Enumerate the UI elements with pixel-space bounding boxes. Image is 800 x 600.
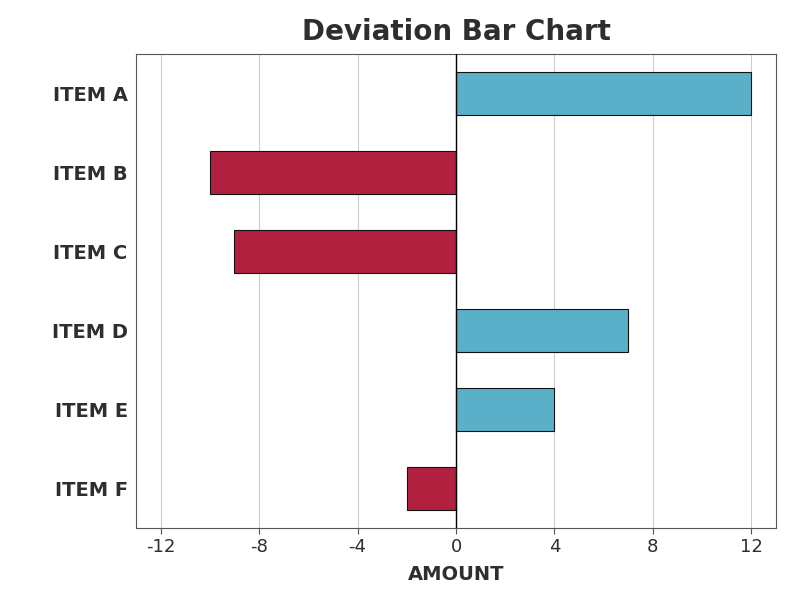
Bar	[210, 151, 456, 194]
Bar	[406, 467, 456, 510]
Bar	[456, 72, 751, 115]
Title: Deviation Bar Chart: Deviation Bar Chart	[302, 18, 610, 46]
Bar	[234, 230, 456, 273]
Bar	[456, 388, 554, 431]
Bar	[456, 309, 628, 352]
X-axis label: AMOUNT: AMOUNT	[408, 565, 504, 584]
